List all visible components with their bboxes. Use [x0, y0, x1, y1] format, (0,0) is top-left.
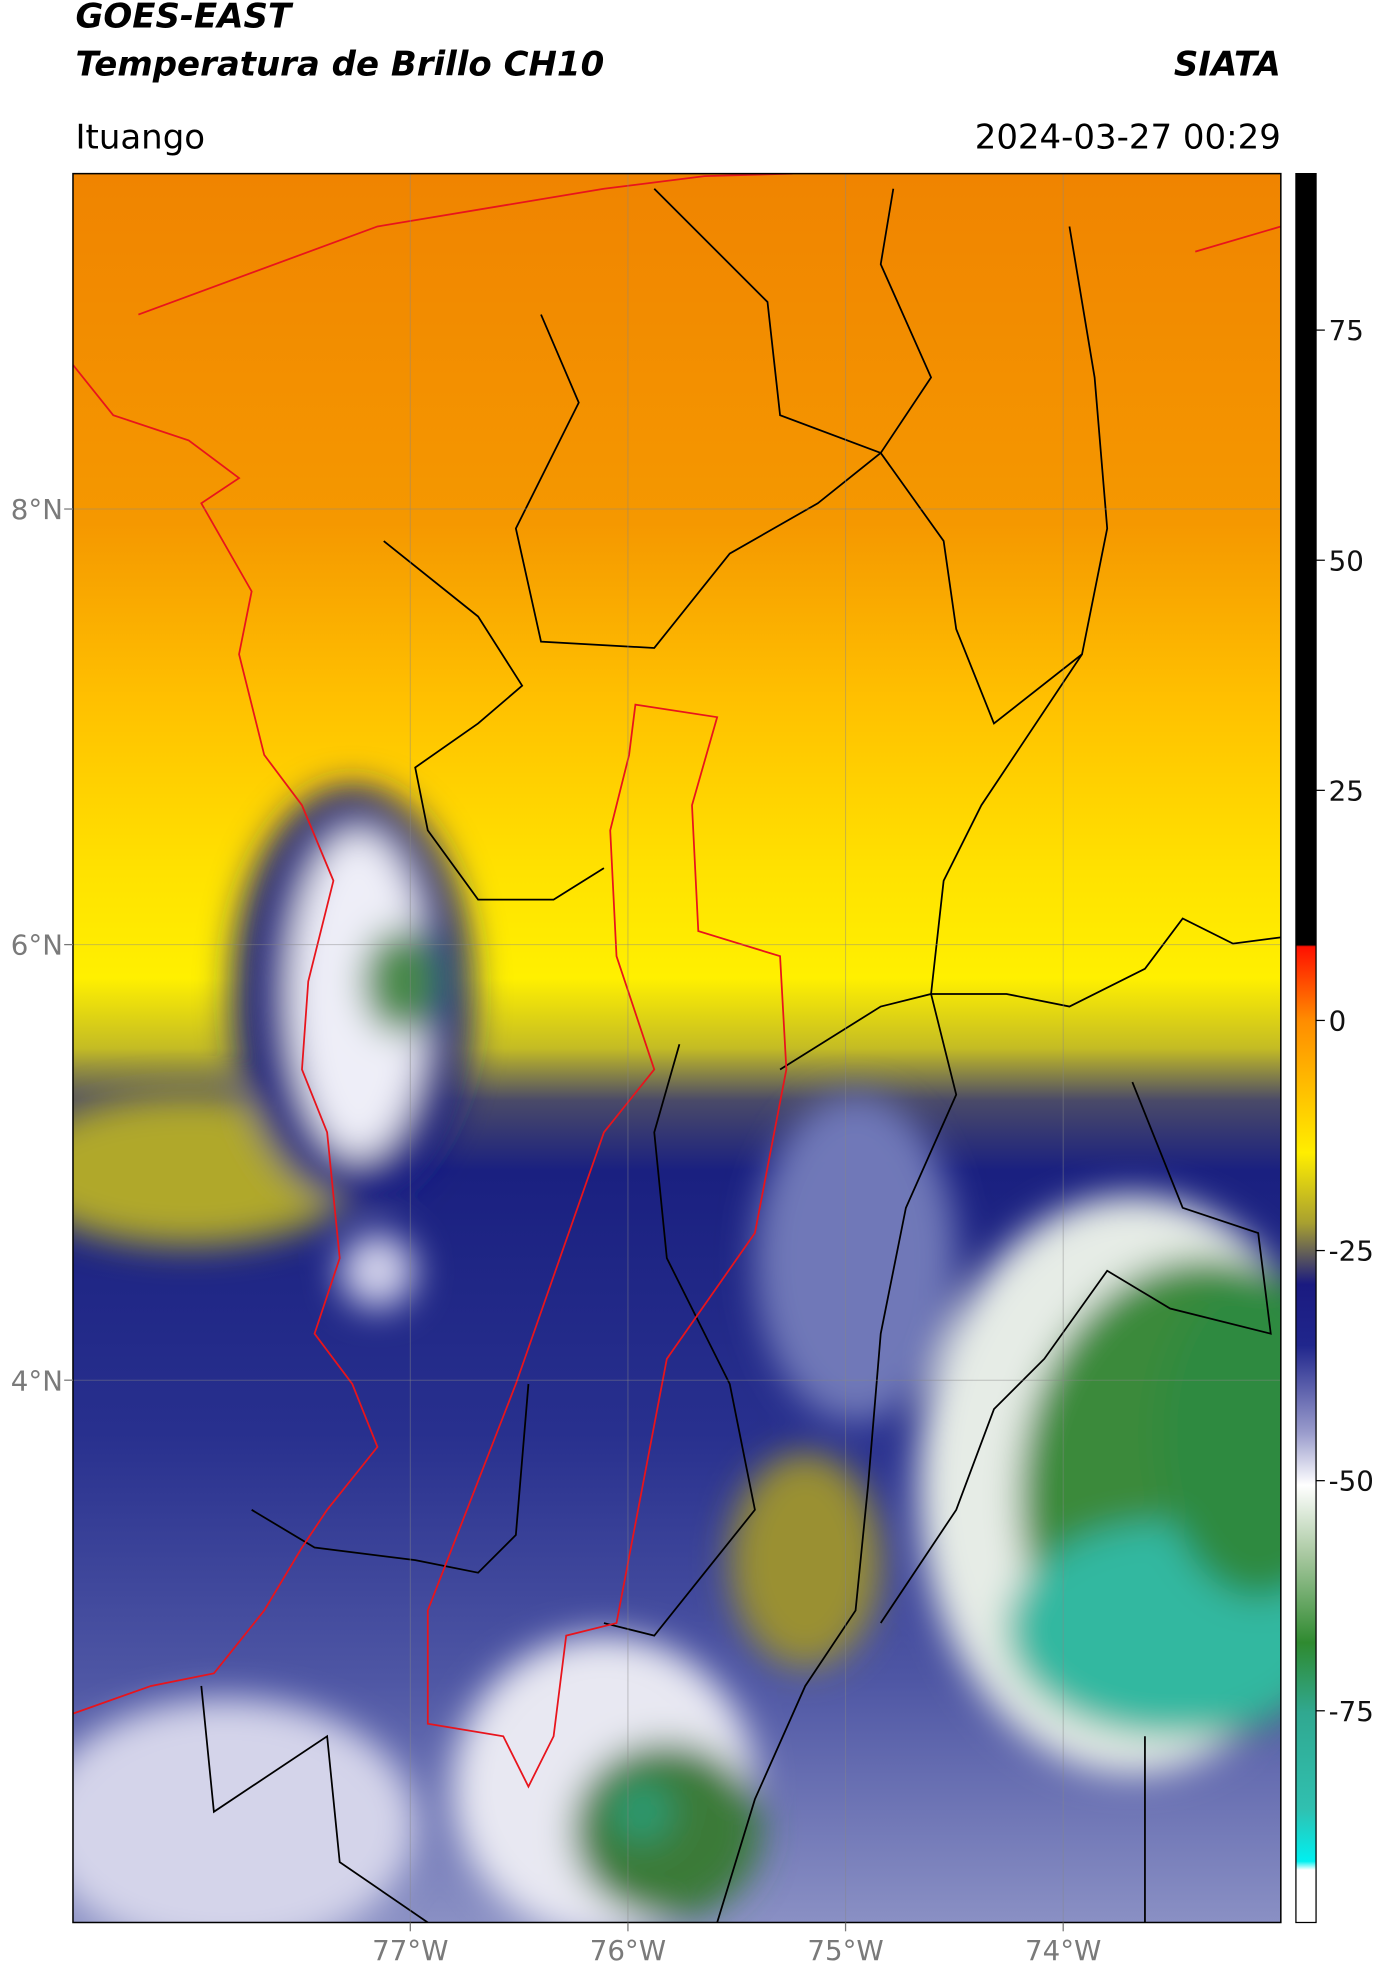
colorbar-tick-label: 25	[1329, 774, 1364, 807]
subtitle: Temperatura de Brillo CH10	[75, 44, 604, 84]
coastline-and-region	[72, 173, 1281, 1789]
colorbar-tick-label: 0	[1329, 1005, 1347, 1038]
ituango-region	[426, 703, 788, 1789]
border	[716, 992, 958, 1923]
colorbar-tick-label: -25	[1329, 1235, 1374, 1268]
border	[603, 1044, 756, 1637]
border	[383, 540, 605, 901]
blob	[1157, 1270, 1281, 1598]
blob	[610, 1780, 674, 1844]
y-tick-label: 4°N	[11, 1364, 63, 1397]
borders	[200, 188, 1281, 1923]
coastline	[1195, 225, 1281, 253]
border	[930, 653, 1281, 1008]
x-tick-label: 74°W	[1025, 1934, 1101, 1967]
y-tick-label: 6°N	[11, 929, 63, 962]
location: Ituango	[75, 117, 205, 157]
temperature-field	[72, 173, 1281, 1923]
border	[251, 1383, 530, 1574]
border	[200, 1685, 429, 1923]
y-tick-label: 8°N	[11, 493, 63, 526]
title: GOES-EAST	[75, 0, 293, 37]
cloud-blobs	[72, 786, 1281, 1923]
coastline	[72, 364, 379, 1715]
border	[879, 1081, 1272, 1624]
coastline	[138, 173, 793, 316]
blob	[339, 1233, 416, 1309]
colorbar-tick-label: 75	[1329, 314, 1364, 347]
grid	[72, 173, 1281, 1923]
blob	[754, 1094, 957, 1422]
border	[653, 188, 933, 455]
colorbar-tick-label: 50	[1329, 544, 1364, 577]
blob	[729, 1453, 881, 1668]
blob	[362, 928, 438, 1035]
blob	[289, 830, 428, 1158]
colorbar	[1295, 172, 1317, 1924]
x-tick-label: 77°W	[372, 1934, 448, 1967]
blob	[1006, 1522, 1281, 1737]
x-tick-label: 76°W	[590, 1934, 666, 1967]
blob	[72, 1698, 416, 1923]
colorbar-tick-label: -50	[1329, 1465, 1374, 1498]
datetime: 2024-03-27 00:29	[975, 117, 1281, 157]
x-tick-label: 75°W	[807, 1934, 883, 1967]
map-frame	[72, 172, 1282, 1924]
source: SIATA	[1174, 44, 1281, 84]
colorbar-tick-label: -75	[1329, 1695, 1374, 1728]
